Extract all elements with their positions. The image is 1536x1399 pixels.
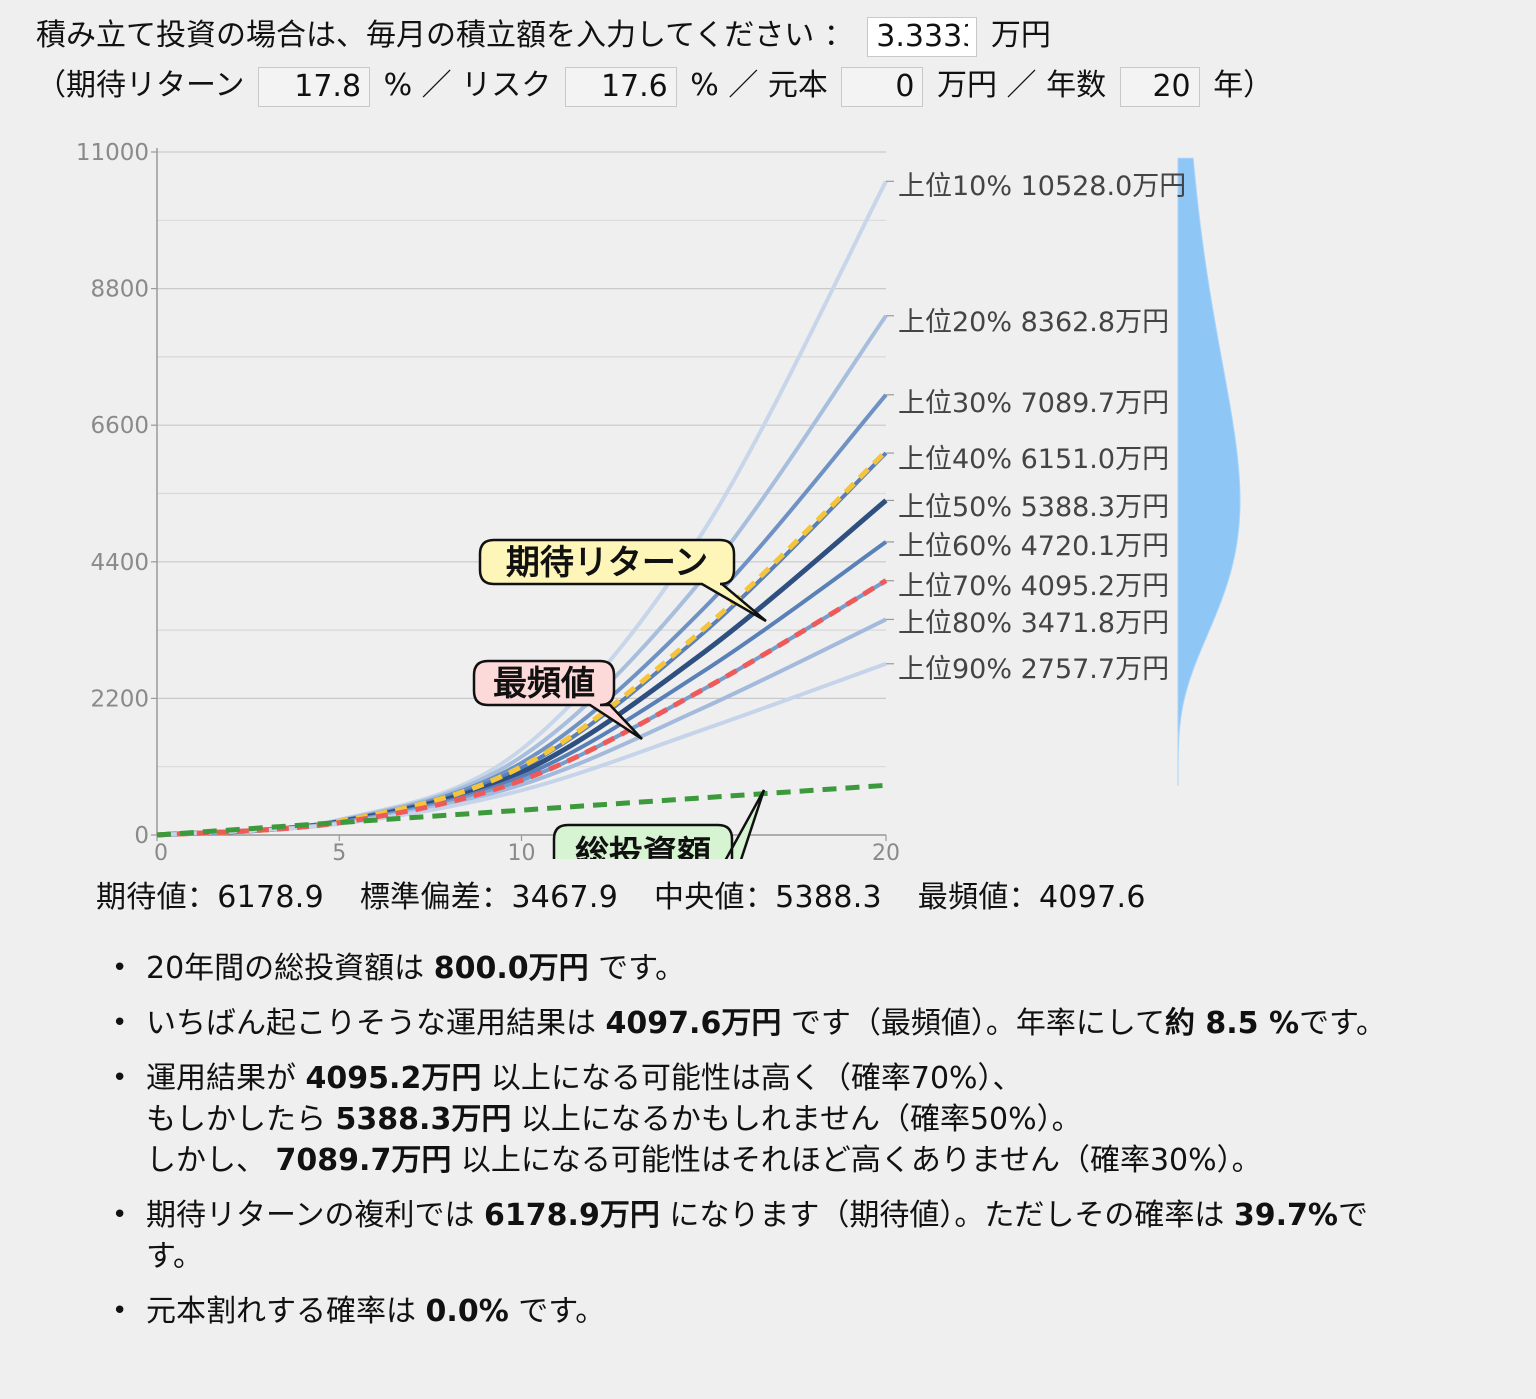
sd-value: 3467.9 [511, 880, 619, 915]
y-tick-label: 6600 [90, 413, 149, 439]
percentile-label-20: 上位20% 8362.8万円 [898, 307, 1169, 338]
percentile-label-10: 上位10% 10528.0万円 [898, 171, 1186, 202]
years-unit: 年） [1213, 68, 1274, 103]
risk-input[interactable] [564, 66, 677, 107]
monthly-unit: 万円 [990, 18, 1051, 53]
risk-label: ／ リスク [421, 68, 552, 103]
expected-return-callout-label: 期待リターン [506, 543, 708, 583]
params-row: （期待リターン % ／ リスク % ／ 元本 万円 ／ 年数 年） [36, 64, 1273, 108]
y-tick-label: 11000 [76, 140, 149, 166]
chart-svg: 0 2200 4400 6600 8800 11000 0 5 10 20 上位10% 10528.… [76, 140, 1241, 866]
total-investment-line [156, 782, 887, 838]
y-tick-label: 8800 [90, 277, 149, 303]
principal-unit: 万円 [937, 68, 997, 103]
years-input[interactable] [1119, 66, 1200, 107]
expected-return-input[interactable] [258, 66, 371, 107]
mode-callout: 最頻値 [472, 659, 643, 741]
percentile-label-80: 上位80% 3471.8万円 [898, 608, 1169, 639]
expected-return-callout: 期待リターン [478, 538, 767, 623]
median-value: 5388.3 [775, 880, 882, 915]
result-list: 20年間の総投資額は 800.0万円 です。 いちばん起こりそうな運用結果は 4… [112, 948, 1422, 1346]
monthly-input-row: 積み立て投資の場合は、毎月の積立額を入力してください ： 万円 [36, 14, 1051, 58]
percentile-label-90: 上位90% 2757.7万円 [898, 654, 1169, 685]
x-tick-label: 0 [154, 841, 168, 863]
years-label: ／ 年数 [1006, 68, 1107, 103]
list-item: 20年間の総投資額は 800.0万円 です。 [112, 948, 1422, 989]
expected-value-label: 期待値： [96, 880, 218, 915]
simulation-chart: 0 2200 4400 6600 8800 11000 0 5 10 20 上位10% 10528.… [60, 128, 1260, 866]
total-investment-callout-shape [552, 789, 766, 859]
principal-label: ／ 元本 [728, 68, 828, 103]
monthly-amount-input[interactable] [867, 16, 978, 57]
percentile-line-80 [156, 617, 887, 837]
mode-label: 最頻値： [917, 880, 1039, 915]
list-item: 元本割れする確率は 0.0% です。 [112, 1291, 1422, 1332]
monthly-prompt: 積み立て投資の場合は、毎月の積立額を入力してください ： [36, 18, 854, 53]
expected-value: 6178.9 [217, 880, 324, 915]
x-tick-label: 10 [508, 841, 536, 863]
mode-callout-shape [472, 659, 643, 741]
distribution-area [1177, 157, 1241, 786]
percentile-label-40: 上位40% 6151.0万円 [898, 444, 1169, 475]
x-tick-label: 5 [332, 841, 346, 863]
percentile-label-30: 上位30% 7089.7万円 [898, 388, 1169, 419]
percentile-line-10 [156, 180, 888, 837]
principal-input[interactable] [841, 66, 924, 107]
list-item: 期待リターンの複利では 6178.9万円 になります（期待値）。ただしその確率は… [112, 1195, 1422, 1277]
stats-row: 期待値：6178.9 標準偏差：3467.9 中央値：5388.3 最頻値：40… [96, 872, 1146, 916]
x-tick-label: 20 [872, 841, 900, 863]
expected-return-callout-shape [478, 538, 767, 623]
total-investment-callout-label: 総投資額 [575, 834, 711, 863]
return-label: （期待リターン [36, 68, 245, 103]
y-tick-label: 2200 [90, 686, 149, 712]
sd-label: 標準偏差： [359, 880, 512, 915]
median-label: 中央値： [653, 880, 776, 915]
y-tick-label: 4400 [90, 550, 149, 576]
mode-callout-label: 最頻値 [493, 664, 595, 704]
list-item: 運用結果が 4095.2万円 以上になる可能性は高く（確率70%）、 もしかした… [112, 1058, 1422, 1181]
risk-unit: % [690, 68, 719, 103]
mode-value: 4097.6 [1038, 880, 1146, 915]
return-unit: % [383, 68, 413, 103]
percentile-label-60: 上位60% 4720.1万円 [898, 531, 1169, 562]
total-investment-callout: 総投資額 [552, 789, 766, 863]
percentile-label-70: 上位70% 4095.2万円 [898, 571, 1169, 602]
y-tick-label: 0 [134, 823, 149, 849]
percentile-label-50: 上位50% 5388.3万円 [898, 492, 1169, 523]
list-item: いちばん起こりそうな運用結果は 4097.6万円 です（最頻値）。年率にして約 … [112, 1003, 1422, 1044]
